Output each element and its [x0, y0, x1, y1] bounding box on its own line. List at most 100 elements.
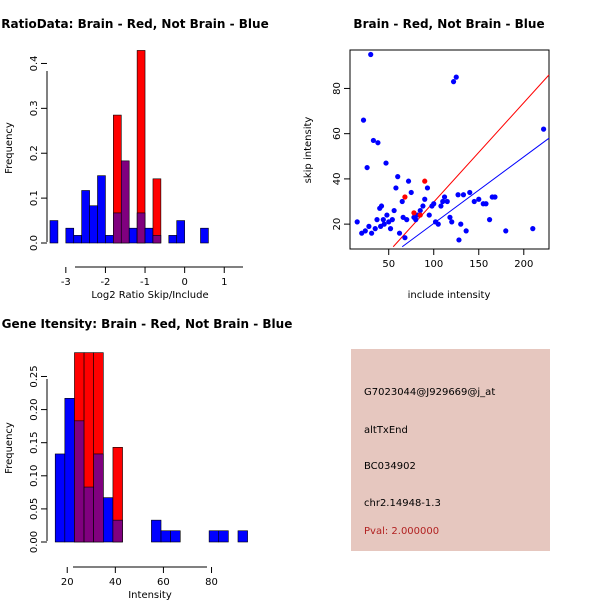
not-brain-bar: [81, 190, 90, 244]
not-brain-bar: [168, 235, 178, 244]
not-brain-bar: [170, 530, 181, 543]
x-tick-label: 60: [157, 577, 170, 588]
not-brain-point: [402, 235, 408, 241]
x-tick-label: -3: [61, 277, 71, 288]
not-brain-point: [463, 228, 469, 234]
y-tick-label: 0.00: [29, 531, 40, 553]
not-brain-bar: [120, 160, 130, 244]
not-brain-point: [444, 198, 450, 205]
not-brain-point: [435, 221, 441, 227]
not-brain-point: [387, 226, 394, 232]
genomic-location: chr2.14948-1.3: [364, 498, 441, 509]
not-brain-point: [424, 185, 431, 191]
not-brain-point: [408, 189, 414, 196]
not-brain-point: [483, 201, 489, 207]
ratio-x-ticks: -3 -2 -1 0 1: [61, 267, 227, 288]
not-brain-point: [364, 164, 370, 171]
x-tick-label: -1: [140, 277, 150, 288]
not-brain-point: [449, 219, 455, 225]
not-brain-bar: [176, 220, 185, 244]
not-brain-point: [404, 217, 410, 223]
not-brain-point: [540, 126, 547, 132]
not-brain-point: [426, 212, 432, 218]
y-tick-label: 0.25: [29, 365, 40, 387]
not-brain-bar: [97, 175, 106, 244]
not-brain-point: [471, 198, 477, 205]
y-tick-label: 20: [332, 218, 343, 231]
not-brain-bar: [152, 235, 162, 244]
ratio-histogram: RatioData: Brain - Red, Not Brain - Blue…: [1, 17, 268, 301]
scatter-title: Brain - Red, Not Brain - Blue: [353, 17, 544, 31]
not-brain-point: [453, 74, 459, 80]
not-brain-point: [375, 140, 381, 146]
brain-fit-line: [392, 74, 550, 248]
not-brain-point: [455, 192, 461, 198]
not-brain-point: [447, 214, 453, 220]
not-brain-point: [372, 226, 378, 232]
not-brain-bar: [93, 453, 104, 543]
y-tick-label: 0.05: [29, 498, 40, 520]
not-brain-point: [360, 117, 367, 123]
scatter-y-ticks: 20 40 60 80: [332, 82, 350, 230]
not-brain-bar: [112, 519, 123, 543]
p-value: Pval: 2.000000: [364, 526, 440, 537]
not-brain-point: [369, 230, 375, 236]
scatter-y-label: skip intensity: [303, 117, 314, 184]
gene-x-ticks: 20 40 60 80: [61, 567, 218, 588]
not-brain-point: [384, 212, 390, 218]
not-brain-point: [362, 228, 368, 234]
y-tick-label: 0.20: [29, 398, 40, 420]
not-brain-bar: [64, 398, 75, 543]
not-brain-fit-line: [401, 137, 550, 248]
y-tick-label: 0.4: [29, 56, 40, 72]
not-brain-point: [530, 226, 536, 232]
not-brain-point: [486, 217, 493, 223]
not-brain-point: [383, 160, 389, 166]
y-tick-label: 80: [332, 82, 343, 95]
not-brain-bar: [144, 227, 154, 244]
gene-y-label: Frequency: [4, 422, 15, 474]
not-brain-bar: [160, 530, 171, 543]
gene-y-ticks: 0.00 0.05 0.10 0.15 0.20 0.25: [29, 365, 47, 553]
not-brain-bar: [49, 220, 59, 244]
y-tick-label: 0.15: [29, 432, 40, 454]
gene-histogram: Gene Itensity: Brain - Red, Not Brain - …: [2, 317, 293, 600]
x-tick-label: 200: [514, 259, 533, 270]
brain-bar: [152, 178, 162, 244]
ratio-y-label: Frequency: [4, 122, 15, 174]
not-brain-point: [366, 223, 372, 229]
brain-point: [402, 194, 408, 200]
event-type: altTxEnd: [364, 425, 408, 436]
x-tick-label: 40: [109, 577, 122, 588]
not-brain-point: [393, 185, 399, 191]
not-brain-bar: [136, 212, 146, 244]
not-brain-point: [503, 228, 509, 234]
not-brain-point: [460, 192, 467, 198]
not-brain-point: [458, 221, 464, 227]
x-tick-label: 80: [205, 577, 218, 588]
scatter-x-label: include intensity: [408, 290, 491, 301]
intensity-scatter: Brain - Red, Not Brain - Blue 50 100 150 20…: [303, 17, 550, 301]
not-brain-point: [420, 203, 426, 209]
ratio-title: RatioData: Brain - Red, Not Brain - Blue: [1, 17, 268, 31]
not-brain-bar: [89, 205, 98, 244]
y-tick-label: 0.1: [29, 190, 40, 206]
not-brain-bar: [65, 227, 75, 244]
probe-info-panel: G7023044@J929669@j_at altTxEnd BC034902 …: [351, 349, 550, 551]
ratio-bars: [49, 50, 209, 244]
not-brain-bar: [200, 227, 209, 244]
x-tick-label: 1: [221, 277, 227, 288]
x-tick-label: 150: [469, 259, 488, 270]
not-brain-point: [438, 203, 444, 209]
not-brain-bar: [73, 235, 82, 244]
not-brain-point: [417, 207, 423, 214]
not-brain-point: [374, 217, 380, 223]
x-tick-label: 0: [181, 277, 187, 288]
brain-point: [411, 210, 417, 216]
not-brain-point: [399, 198, 405, 205]
not-brain-point: [405, 178, 412, 184]
scatter-fit-lines: [392, 74, 550, 248]
not-brain-point: [381, 221, 387, 227]
gene-bars: [54, 352, 248, 543]
not-brain-point: [389, 217, 395, 223]
